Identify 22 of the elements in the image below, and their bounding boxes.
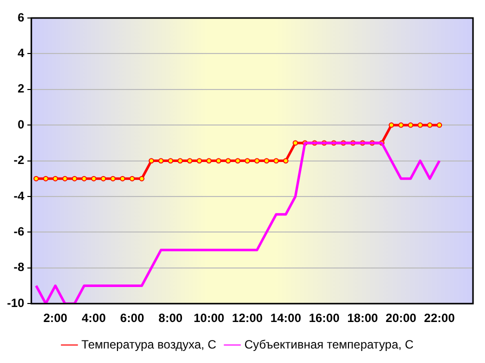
y-tick-label: 0	[18, 117, 25, 132]
x-tick-label: 2:00	[43, 311, 68, 326]
y-tick-label: -4	[14, 188, 25, 203]
y-tick-label: -10	[7, 296, 25, 310]
legend-label: Субъективная температура, С	[244, 337, 414, 352]
y-tick-label: -2	[14, 153, 25, 168]
x-tick-label: 4:00	[82, 311, 106, 326]
y-tick-label: 4	[18, 46, 25, 60]
x-tick-label: 20:00	[386, 311, 417, 326]
x-tick-label: 8:00	[158, 311, 183, 326]
y-tick-label: -8	[14, 260, 25, 274]
y-tick-label: 6	[18, 10, 25, 24]
x-tick-label: 12:00	[232, 311, 264, 326]
x-tick-label: 16:00	[308, 311, 340, 326]
x-tick-label: 10:00	[194, 311, 225, 326]
y-tick-label: -6	[14, 224, 25, 239]
legend-label: Температура воздуха, С	[81, 337, 217, 352]
x-tick-label: 6:00	[120, 311, 144, 326]
x-tick-label: 18:00	[347, 311, 378, 326]
x-tick-label: 22:00	[424, 311, 456, 326]
y-tick-label: 2	[18, 82, 25, 96]
x-tick-label: 14:00	[270, 311, 302, 326]
